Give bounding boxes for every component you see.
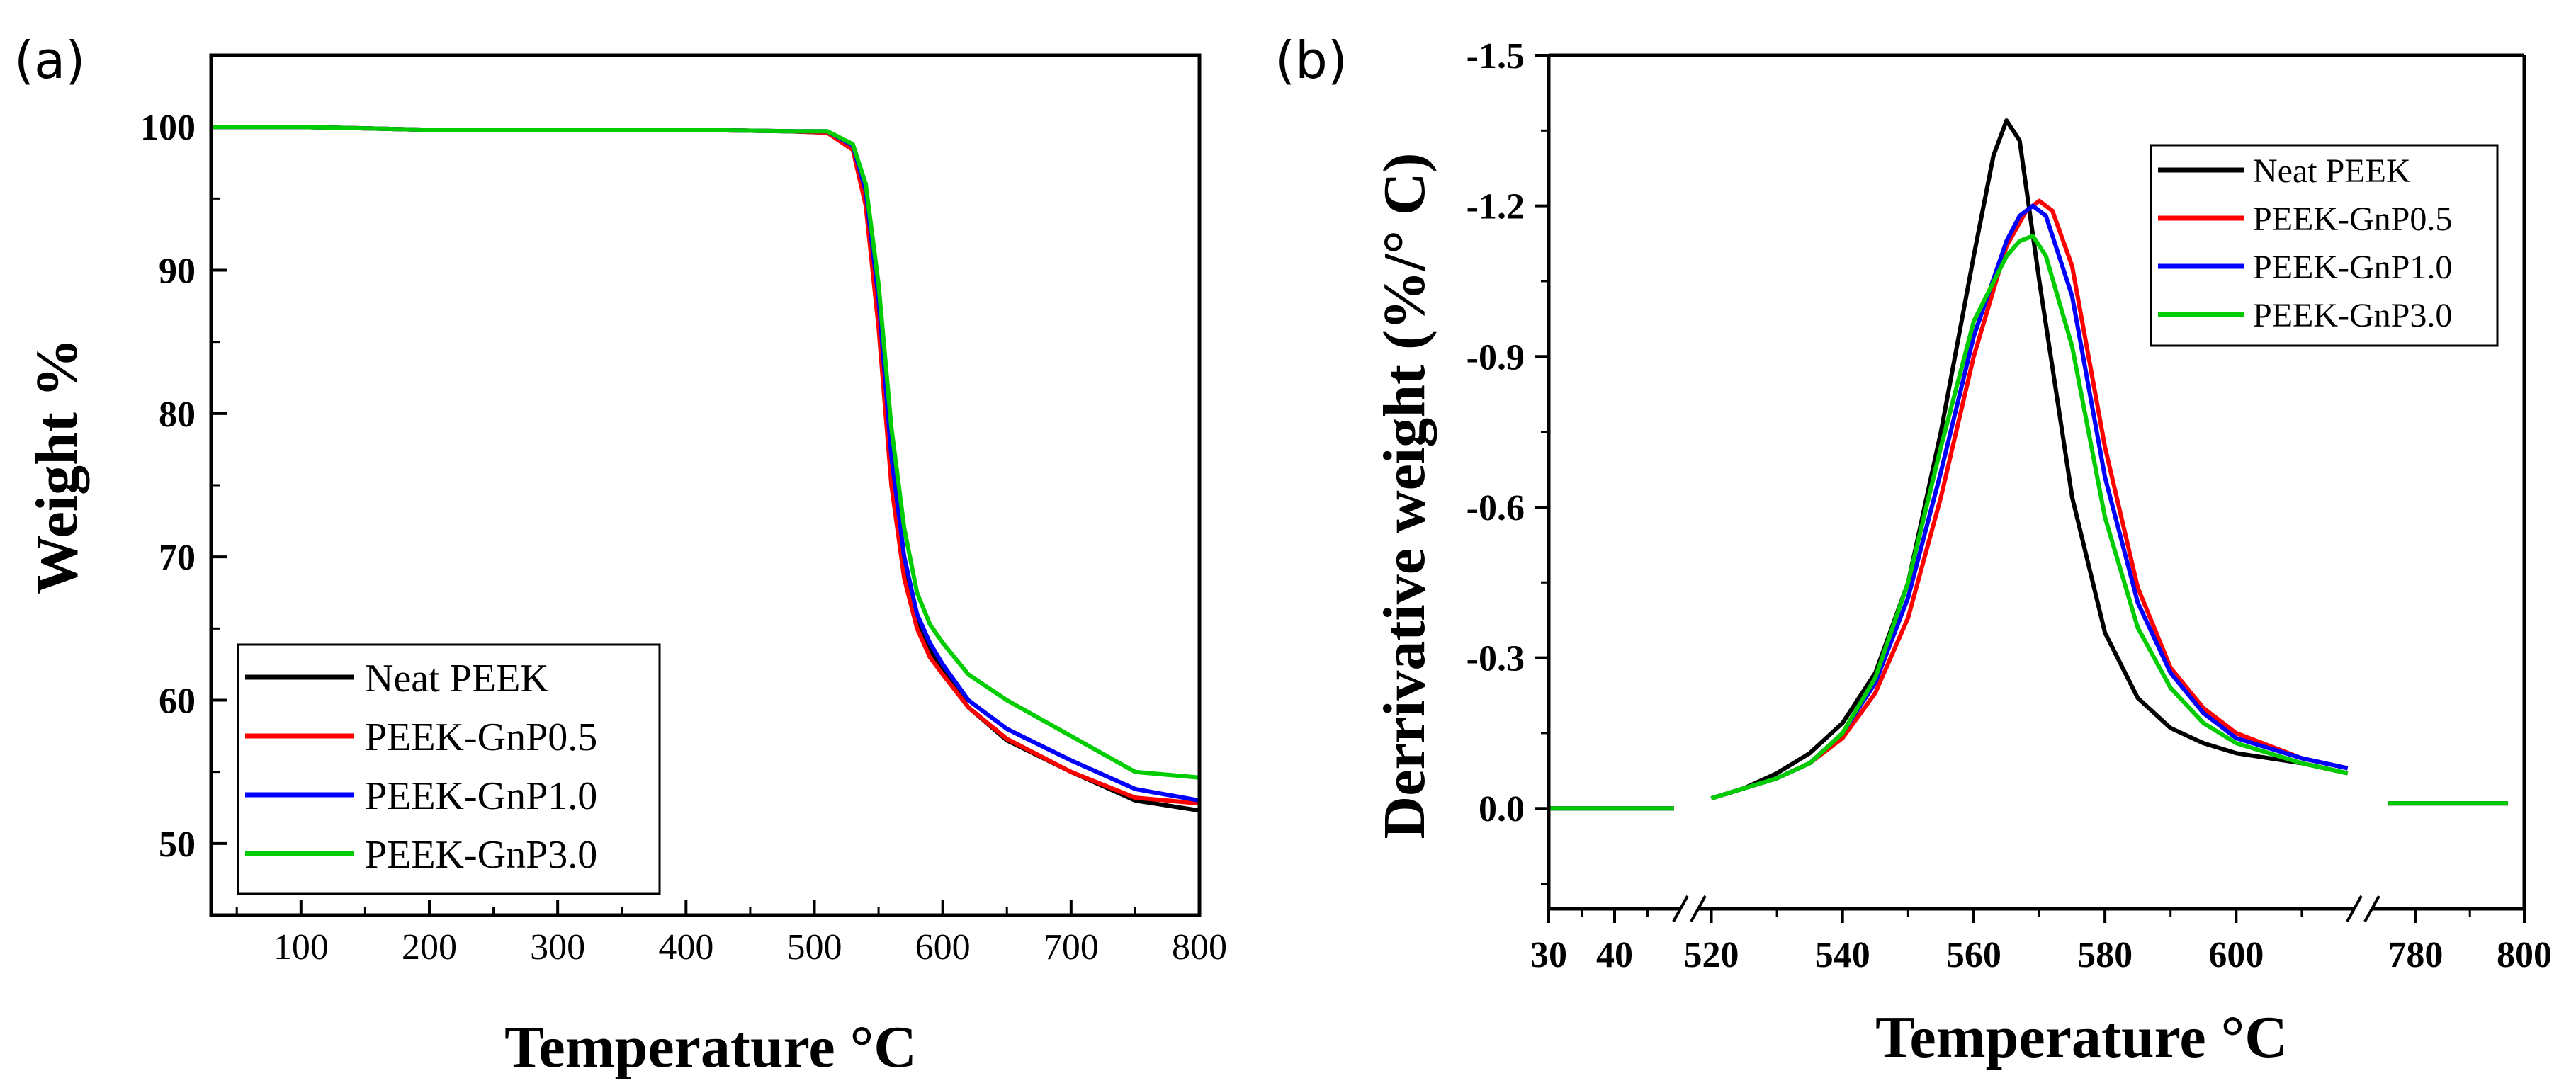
panel-b-legend-label: PEEK-GnP1.0 <box>2253 249 2452 286</box>
panel-a-legend-label: PEEK-GnP0.5 <box>365 715 597 759</box>
panel-b-x-axis-title: Temperature °C <box>1875 1004 2288 1070</box>
panel-b-legend-label: PEEK-GnP0.5 <box>2253 200 2452 238</box>
panel-a-y-tick-label: 50 <box>159 824 196 865</box>
panel-a-legend-label: Neat PEEK <box>365 657 549 701</box>
panel-b-axis-break-mark <box>1690 895 1707 922</box>
panel-b-y-tick-label: -1.5 <box>1467 36 1525 76</box>
panel-b-axis-break-mark <box>2363 895 2380 922</box>
panel-b-x-tick-label: 40 <box>1596 935 1633 975</box>
panel-a-x-tick-label: 700 <box>1044 927 1099 968</box>
panel-b-plot-area: 30 40 520 540 560 580 600 780 800 -1.5 -1.2 -0.9 -0.… <box>1467 36 2552 975</box>
panel-b-x-tick-label: 600 <box>2208 935 2264 975</box>
panel-b-label: (b) <box>1275 30 1348 90</box>
panel-a-series-lines <box>211 125 1200 813</box>
panel-b-axis-break-mark <box>2346 895 2363 922</box>
panel-a-x-tick-label: 400 <box>658 927 713 968</box>
panel-b-x-tick-label: 560 <box>1946 935 2001 975</box>
panel-b-x-tick-label: 580 <box>2077 935 2132 975</box>
panel-b-x-tick-label: 520 <box>1684 935 1739 975</box>
panel-b-axis-break-mark <box>1672 895 1689 922</box>
panel-a-x-tick-label: 100 <box>273 927 329 968</box>
panel-b-y-tick-label: 0.0 <box>1479 789 1525 829</box>
panel-a-legend: Neat PEEK PEEK-GnP0.5 PEEK-GnP1.0 PEEK-GnP3… <box>237 643 661 895</box>
panel-a-y-tick-label: 100 <box>140 108 196 148</box>
panel-b-y-axis-title: Derrivative weight (%/° C) <box>1372 153 1437 839</box>
panel-a-legend-label: PEEK-GnP3.0 <box>365 833 597 877</box>
panel-b-y-tick-label: -0.6 <box>1467 488 1525 528</box>
panel-a-series-peek-gnp3-0 <box>211 125 1200 780</box>
panel-b-x-tick-label: 780 <box>2388 935 2443 975</box>
panel-b-x-tick-label: 540 <box>1815 935 1870 975</box>
panel-a-x-tick-label: 600 <box>915 927 971 968</box>
panel-b-legend-label: PEEK-GnP3.0 <box>2253 297 2452 334</box>
panel-a-y-tick-label: 70 <box>159 538 196 578</box>
panel-a-x-tick-label: 200 <box>402 927 457 968</box>
panel-a: (a) Weight % Temperature °C 100 200 300 400… <box>14 30 1227 1080</box>
panel-b-series-neat-peek <box>1710 118 2349 800</box>
panel-a-y-axis-title: Weight % <box>24 338 90 594</box>
panel-b-y-tick-label: -0.9 <box>1467 337 1525 378</box>
panel-a-x-axis-title: Temperature °C <box>504 1014 917 1080</box>
panel-a-y-tick-label: 90 <box>159 251 196 292</box>
panel-a-x-tick-label: 800 <box>1172 927 1227 968</box>
panel-a-x-tick-label: 500 <box>786 927 842 968</box>
panel-b-frame <box>1547 53 2526 922</box>
panel-a-legend-label: PEEK-GnP1.0 <box>365 774 597 818</box>
panel-a-x-tick-label: 300 <box>530 927 585 968</box>
panel-a-frame <box>209 53 1202 917</box>
panel-a-y-tick-label: 80 <box>159 395 196 435</box>
panel-b-series-lines <box>1549 118 2508 811</box>
panel-b-legend: Neat PEEK PEEK-GnP0.5 PEEK-GnP1.0 PEEK-GnP3… <box>2150 144 2499 347</box>
panel-a-label: (a) <box>14 30 85 90</box>
panel-a-plot-area: 100 200 300 400 500 600 700 800 50 60 70 80 90 100 <box>140 54 1227 968</box>
panel-b-x-tick-label: 800 <box>2497 935 2552 975</box>
panel-a-y-tick-label: 60 <box>159 681 196 722</box>
panel-b-y-tick-label: -1.2 <box>1467 187 1525 227</box>
panel-b-x-tick-label: 30 <box>1530 935 1567 975</box>
panel-b-y-tick-label: -0.3 <box>1467 639 1525 679</box>
panel-b: (b) Derrivative weight (%/° C) Temperatu… <box>1275 30 2552 1070</box>
panel-b-legend-label: Neat PEEK <box>2253 152 2411 190</box>
panel-b-series-peek-gnp3-0 <box>1710 234 2349 800</box>
